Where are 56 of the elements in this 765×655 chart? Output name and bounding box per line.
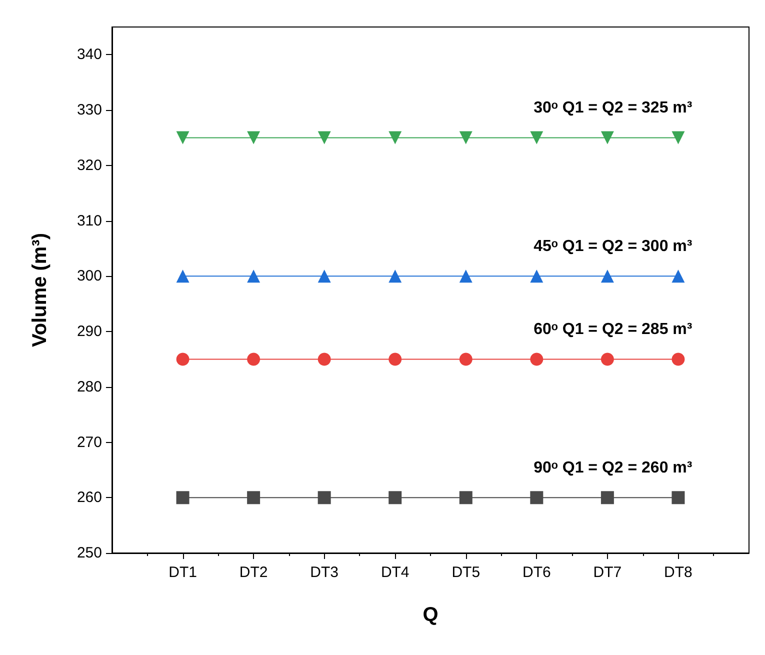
point — [530, 131, 544, 144]
series-label: 90ᵒ Q1 = Q2 = 260 m³ — [534, 460, 692, 477]
x-tick-label: DT4 — [380, 564, 410, 581]
x-tick-label: DT7 — [593, 564, 622, 581]
x-tick-label: DT1 — [168, 564, 197, 581]
series-label: 45ᵒ Q1 = Q2 = 300 m³ — [534, 238, 692, 256]
x-axis-title: Q — [422, 604, 438, 626]
y-tick-label: 280 — [76, 378, 102, 396]
y-tick-label: 270 — [76, 434, 102, 451]
point — [600, 491, 614, 504]
point — [247, 491, 260, 504]
series-label: 60ᵒ Q1 = Q2 = 285 m³ — [534, 321, 692, 338]
point — [530, 270, 544, 283]
point — [672, 491, 685, 504]
x-tick-label: DT6 — [522, 564, 551, 581]
point — [176, 270, 190, 283]
point — [600, 270, 614, 283]
point — [318, 352, 331, 366]
point — [530, 352, 544, 366]
point — [176, 491, 190, 504]
point — [530, 491, 544, 504]
series-label: 30ᵒ Q1 = Q2 = 325 m³ — [534, 100, 692, 117]
y-tick-label: 310 — [76, 212, 102, 230]
point — [247, 352, 260, 366]
point — [176, 352, 190, 366]
point — [318, 131, 331, 144]
y-tick-label: 290 — [76, 323, 102, 340]
y-tick-label: 250 — [76, 544, 102, 562]
y-tick-label: 300 — [76, 268, 102, 285]
point — [388, 270, 402, 283]
point — [247, 131, 260, 144]
point — [388, 352, 402, 366]
point — [600, 131, 614, 144]
y-axis-title: Volume (m³) — [29, 232, 51, 348]
point — [600, 352, 614, 366]
y-tick-label: 340 — [76, 46, 102, 64]
point — [459, 491, 472, 504]
x-tick-label: DT8 — [664, 564, 692, 581]
point — [318, 491, 331, 504]
point — [672, 131, 685, 144]
x-tick-label: DT3 — [310, 564, 339, 581]
point — [318, 270, 331, 283]
point — [176, 131, 190, 144]
point — [672, 352, 685, 366]
y-tick-label: 320 — [76, 156, 102, 174]
point — [247, 270, 260, 283]
y-tick-label: 330 — [76, 102, 102, 119]
point — [672, 270, 685, 283]
x-tick-label: DT2 — [239, 564, 268, 581]
point — [459, 131, 472, 144]
point — [459, 352, 472, 366]
x-tick-label: DT5 — [452, 564, 480, 581]
point — [459, 270, 472, 283]
y-tick-label: 260 — [76, 489, 102, 506]
point — [388, 131, 402, 144]
point — [388, 491, 402, 504]
